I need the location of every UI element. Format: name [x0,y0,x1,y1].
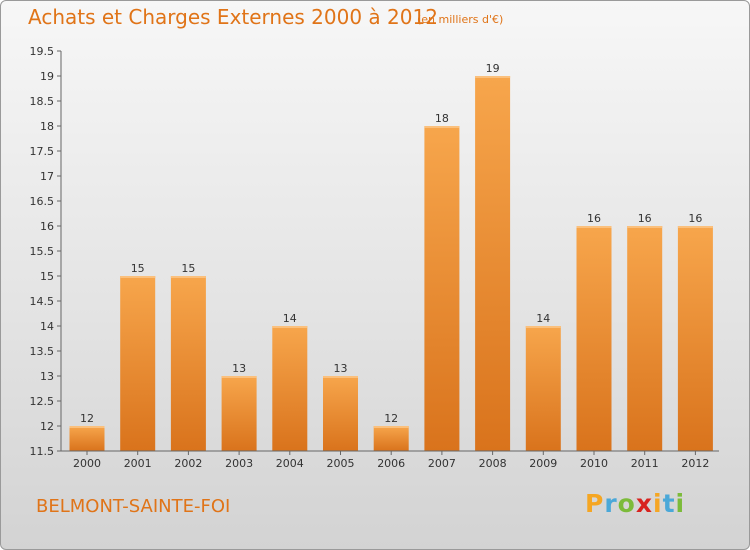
x-tick-label: 2002 [174,457,202,470]
bar-value-label: 16 [688,212,702,225]
bar [69,426,105,451]
y-tick-label: 13.5 [30,345,55,358]
proxiti-logo: Proxiti [585,489,685,518]
y-tick-label: 12 [40,420,54,433]
chart-subtitle: (en milliers d'€) [417,13,504,26]
bar-highlight [677,226,713,228]
y-axis: 11.5 12 12.5 13 13.5 14 14.5 15 15.5 16 16.5 17 17.5… [30,45,62,458]
bar-highlight [69,426,105,428]
y-tick-label: 11.5 [30,445,55,458]
x-tick-label: 2006 [377,457,405,470]
bar [221,376,257,451]
logo-letter: t [662,489,676,518]
y-tick-label: 16 [40,220,54,233]
y-tick-label: 17 [40,170,54,183]
y-tick-label: 19 [40,70,54,83]
bar [120,276,156,451]
place-name: BELMONT-SAINTE-FOI [36,496,231,517]
y-tick-label: 18.5 [30,95,55,108]
bar [272,326,308,451]
logo-letter: i [675,489,686,518]
x-axis: 2000 2001 2002 2003 2004 2005 2006 2007 2008 2009… [61,450,719,470]
y-tick-label: 19.5 [30,45,55,58]
bar [373,426,409,451]
x-tick-label: 2007 [428,457,456,470]
bar-highlight [373,426,409,428]
x-tick-label: 2004 [276,457,304,470]
bar [677,226,713,451]
bar [475,76,511,451]
y-tick-label: 17.5 [30,145,55,158]
x-tick-label: 2008 [479,457,507,470]
y-tick-label: 13 [40,370,54,383]
bar-highlight [170,276,206,278]
bar-value-label: 15 [131,262,145,275]
bar-highlight [424,126,460,128]
bar-highlight [323,376,358,378]
bar-highlight [120,276,156,278]
bar-value-label: 19 [486,62,500,75]
x-tick-label: 2011 [631,457,659,470]
y-tick-label: 18 [40,120,54,133]
y-tick-label: 16.5 [30,195,55,208]
logo-letter: o [617,489,636,518]
logo-letter: i [653,489,663,518]
bar-highlight [475,76,511,78]
bar-highlight [221,376,257,378]
y-tick-label: 14 [40,320,54,333]
bar-value-label: 16 [638,212,652,225]
x-tick-label: 2003 [225,457,253,470]
chart-title: Achats et Charges Externes 2000 à 2012 [28,5,438,29]
x-tick-label: 2012 [681,457,709,470]
logo-letter: P [585,489,605,518]
bar-highlight [576,226,612,228]
x-tick-label: 2010 [580,457,608,470]
bar-highlight [525,326,561,328]
x-tick-label: 2001 [124,457,152,470]
bar [627,226,663,451]
x-tick-label: 2000 [73,457,101,470]
bar [424,126,460,451]
logo-letter: r [604,489,618,518]
bars: 12 15 15 13 14 13 12 18 19 14 16 16 16 [69,62,713,451]
bar-value-label: 12 [384,412,398,425]
bar-highlight [272,326,308,328]
y-tick-label: 15 [40,270,54,283]
bar-value-label: 14 [283,312,297,325]
bar [170,276,206,451]
bar-value-label: 18 [435,112,449,125]
bar-value-label: 13 [334,362,348,375]
bar-value-label: 14 [536,312,550,325]
y-tick-label: 14.5 [30,295,55,308]
y-tick-label: 15.5 [30,245,55,258]
bar [525,326,561,451]
bar-highlight [627,226,663,228]
bar-value-label: 13 [232,362,246,375]
bar [323,376,358,451]
bar-value-label: 16 [587,212,601,225]
x-tick-label: 2005 [327,457,355,470]
x-tick-label: 2009 [529,457,557,470]
bar [576,226,612,451]
bar-value-label: 12 [80,412,94,425]
bar-value-label: 15 [181,262,195,275]
y-tick-label: 12.5 [30,395,55,408]
logo-letter: x [635,489,653,518]
